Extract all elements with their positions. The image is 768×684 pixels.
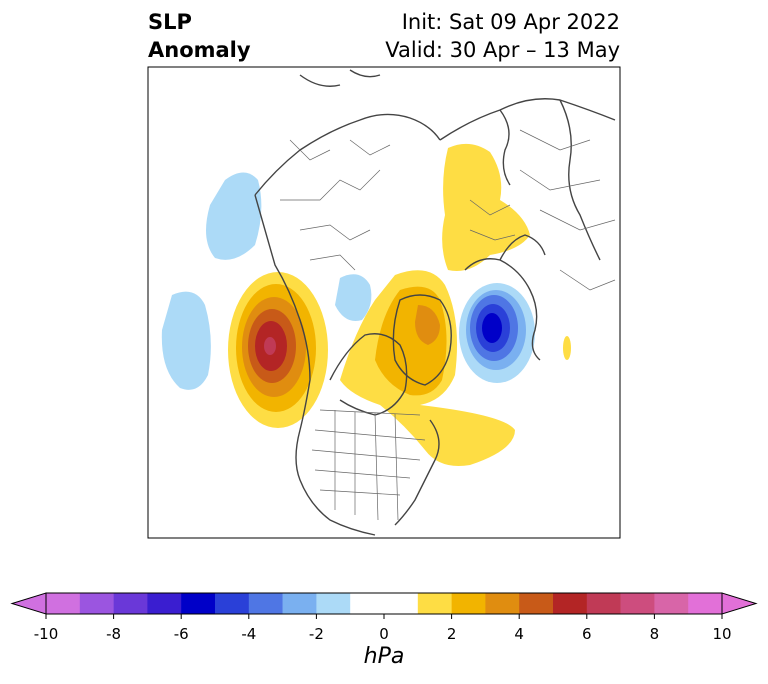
valid-range: Valid: 30 Apr – 13 May — [385, 38, 620, 62]
colorbar-tick-label: 6 — [582, 625, 592, 643]
colorbar-cell — [316, 593, 351, 614]
colorbar-units: hPa — [363, 644, 405, 669]
colorbar-cell — [417, 593, 452, 614]
colorbar-cell — [553, 593, 588, 614]
colorbar-cell — [451, 593, 486, 614]
colorbar-over-arrow — [721, 592, 758, 615]
colorbar-cell — [79, 593, 114, 614]
colorbar-cell — [620, 593, 655, 614]
title-subvariable: Anomaly — [148, 38, 251, 62]
colorbar-cell — [586, 593, 621, 614]
colorbar-tick-label: 10 — [712, 625, 731, 643]
siberia-high-anomaly — [442, 143, 530, 271]
colorbar-tick-label: 8 — [650, 625, 660, 643]
title-variable: SLP — [148, 10, 192, 34]
coastlines — [254, 69, 616, 536]
atlantic-low-anomaly — [459, 283, 535, 383]
colorbar-tick-label: -10 — [34, 625, 59, 643]
colorbar-tick-label: 4 — [514, 625, 524, 643]
colorbar-cell — [147, 593, 182, 614]
init-date: Init: Sat 09 Apr 2022 — [401, 10, 620, 34]
colorbar-cell — [46, 593, 81, 614]
colorbar-cell — [519, 593, 554, 614]
colorbar-tick-label: -6 — [174, 625, 189, 643]
political-borders — [280, 129, 616, 521]
colorbar-cell — [654, 593, 689, 614]
pacific-low-north — [206, 172, 262, 260]
map-frame — [147, 66, 621, 539]
colorbar-under-arrow — [10, 592, 47, 615]
map-dates: Init: Sat 09 Apr 2022 Valid: 30 Apr – 13… — [385, 8, 620, 64]
map-panel — [148, 67, 620, 538]
colorbar-cell — [688, 593, 723, 614]
colorbar-cell — [215, 593, 250, 614]
colorbar-cells — [10, 592, 758, 615]
colorbar-cell — [113, 593, 148, 614]
colorbar-cell — [350, 593, 419, 614]
colorbar-cell — [282, 593, 317, 614]
colorbar-tick-label: -8 — [106, 625, 121, 643]
colorbar-cell — [181, 593, 216, 614]
pacific-low-south — [161, 291, 211, 390]
map-title: SLP Anomaly — [148, 8, 251, 64]
colorbar-cell — [248, 593, 283, 614]
arctic-low — [335, 274, 372, 321]
pacific-high-anomaly — [228, 272, 328, 428]
colorbar-tick-label: -4 — [241, 625, 256, 643]
greenland-high-anomaly — [340, 270, 515, 466]
europe-small-high — [563, 336, 571, 360]
colorbar-ticks: -10 -8 -6 -4 -2 0 2 4 6 8 10 — [34, 614, 732, 643]
colorbar-tick-label: 0 — [379, 625, 389, 643]
colorbar-cell — [485, 593, 520, 614]
colorbar-tick-label: -2 — [309, 625, 324, 643]
colorbar-tick-label: 2 — [447, 625, 457, 643]
